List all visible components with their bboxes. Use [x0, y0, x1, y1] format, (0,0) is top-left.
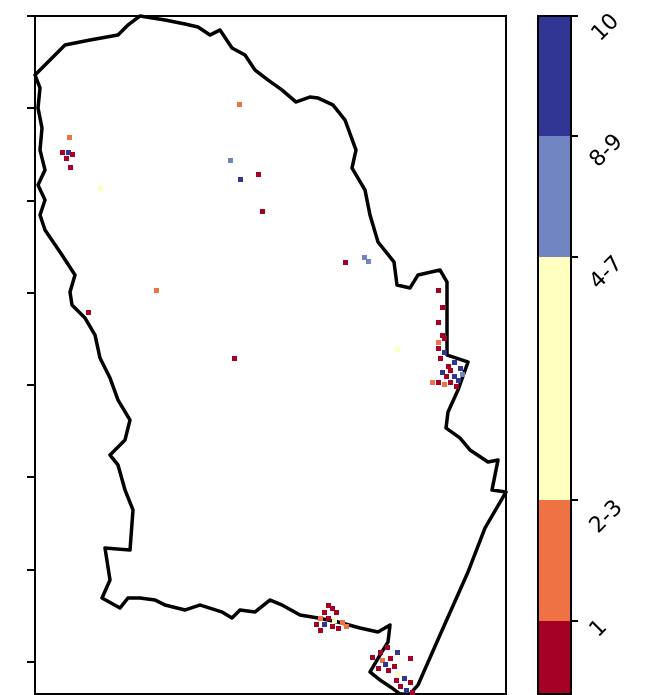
data-pixel [442, 336, 447, 341]
data-pixel [344, 624, 349, 629]
data-pixel [398, 684, 403, 689]
data-pixel [394, 678, 399, 683]
legend-label-4-7: 4-7 [585, 251, 628, 294]
data-pixel [362, 255, 367, 260]
data-pixel [408, 680, 413, 685]
data-pixel [332, 618, 337, 623]
data-pixel [440, 370, 445, 375]
data-pixel [438, 356, 443, 361]
data-pixel [380, 658, 385, 663]
data-pixel [68, 165, 73, 170]
data-pixel [446, 364, 451, 369]
data-pixel [402, 676, 407, 681]
colorbar-swatch-4-7 [538, 257, 571, 500]
data-pixel [340, 620, 345, 625]
data-pixel [314, 622, 319, 627]
data-pixel [322, 622, 327, 627]
data-pixel [396, 672, 401, 677]
data-pixel [408, 656, 413, 661]
data-pixel [458, 366, 463, 371]
data-pixel [322, 610, 327, 615]
data-pixel [454, 384, 459, 389]
data-pixel [383, 662, 388, 667]
data-pixel [436, 288, 441, 293]
data-pixel [456, 378, 461, 383]
legend-label-10: 10 [587, 9, 624, 46]
colorbar-swatch-8-9 [538, 136, 571, 257]
data-pixel [336, 626, 341, 631]
data-pixel [343, 260, 348, 265]
data-pixel [67, 135, 72, 140]
legend-label-8-9: 8-9 [585, 129, 628, 172]
data-pixel [392, 664, 397, 669]
map-frame [34, 15, 507, 695]
data-pixel [442, 382, 447, 387]
data-pixel [430, 380, 435, 385]
data-pixel [436, 346, 441, 351]
data-pixel [440, 333, 445, 338]
data-pixel [378, 650, 383, 655]
legend-label-1: 1 [585, 615, 613, 643]
data-pixel [256, 172, 261, 177]
data-pixel [370, 655, 375, 660]
data-pixel [444, 374, 449, 379]
data-pixel [410, 690, 415, 695]
data-pixel [318, 628, 323, 633]
colorbar-frame [537, 15, 572, 695]
colorbar-swatch-2-3 [538, 500, 571, 621]
data-pixel [237, 102, 242, 107]
colorbar-legend: 10 8-9 4-7 2-3 1 [537, 9, 628, 695]
data-pixel [440, 305, 445, 310]
data-pixel [436, 380, 441, 385]
data-pixel [436, 340, 441, 345]
data-pixel [395, 650, 400, 655]
data-pixel [64, 156, 69, 161]
y-axis-ticks [27, 15, 35, 663]
data-pixel [436, 320, 441, 325]
data-pixel [448, 380, 453, 385]
data-pixel [260, 209, 265, 214]
data-pixel [330, 624, 335, 629]
data-pixel [326, 603, 331, 608]
data-pixel [318, 616, 323, 621]
data-pixels [60, 102, 465, 695]
data-pixel [366, 259, 371, 264]
data-pixel [395, 347, 400, 352]
data-pixel [386, 668, 391, 673]
colorbar-swatch-1 [538, 621, 571, 694]
data-pixel [404, 688, 409, 693]
data-pixel [460, 372, 465, 377]
data-pixel [452, 374, 457, 379]
region-boundary [33, 14, 508, 695]
data-pixel [334, 610, 339, 615]
data-pixel [86, 310, 91, 315]
data-pixel [442, 350, 447, 355]
data-pixel [154, 288, 159, 293]
data-pixel [330, 606, 335, 611]
legend-label-2-3: 2-3 [585, 495, 628, 538]
data-pixel [385, 645, 390, 650]
data-pixel [66, 150, 71, 155]
colorbar-swatch-10 [538, 16, 571, 136]
data-pixel [448, 368, 453, 373]
data-pixel [70, 152, 75, 157]
data-pixel [238, 177, 243, 182]
data-pixel [326, 616, 331, 621]
data-pixel [228, 158, 233, 163]
data-pixel [98, 186, 103, 191]
data-pixel [376, 666, 381, 671]
data-pixel [452, 360, 457, 365]
data-pixel [232, 356, 237, 361]
data-pixel [60, 150, 65, 155]
data-pixel [388, 656, 393, 661]
